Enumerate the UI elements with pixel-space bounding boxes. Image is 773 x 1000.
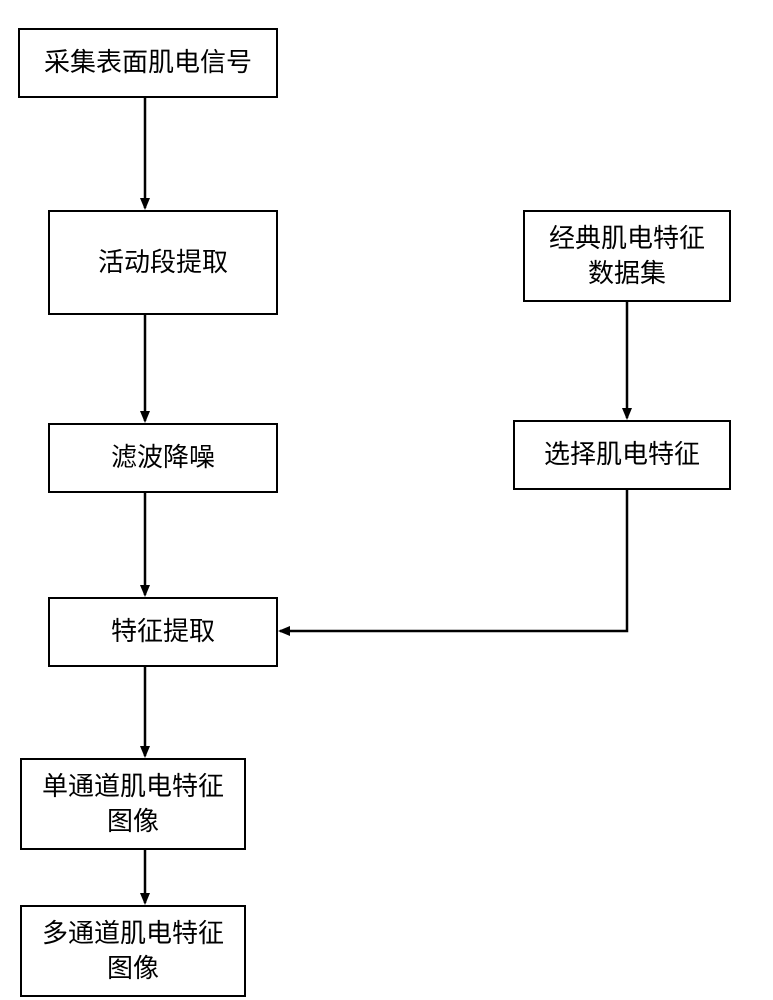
flowchart-edges — [0, 0, 773, 1000]
edge — [280, 490, 627, 631]
